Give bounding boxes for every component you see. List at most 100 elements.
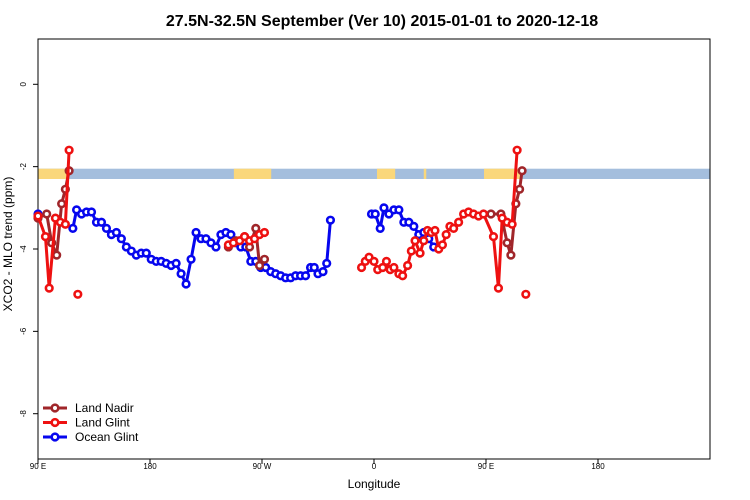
data-point	[378, 262, 388, 273]
data-point	[325, 215, 336, 225]
land-ocean-strip	[38, 168, 710, 179]
data-point	[507, 219, 517, 229]
data-point	[259, 254, 270, 264]
data-point	[191, 227, 201, 238]
data-point	[415, 248, 425, 258]
data-point	[517, 166, 527, 176]
data-point	[381, 256, 392, 266]
series-land-glint	[33, 145, 522, 293]
ocean-strip	[38, 168, 710, 179]
series-ocean-glint	[33, 203, 439, 289]
legend-label: Land Glint	[75, 416, 130, 430]
data-point	[375, 223, 385, 234]
data-point	[437, 240, 448, 250]
x-axis: 90 E 180 90 W 0 90 E 180	[30, 459, 605, 471]
x-tick-label: 180	[143, 462, 157, 471]
legend-label: Land Nadir	[75, 401, 134, 415]
data-point	[186, 254, 196, 264]
data-point	[406, 246, 416, 256]
data-point	[52, 250, 62, 260]
land-strip-segment	[376, 168, 396, 179]
data-point	[254, 260, 265, 271]
data-point	[40, 232, 51, 242]
data-point	[68, 223, 78, 234]
outlier-point	[73, 289, 83, 299]
data-point	[502, 238, 512, 248]
data-point	[64, 145, 74, 155]
data-point	[398, 271, 408, 281]
data-point	[394, 205, 404, 215]
chart-title: 27.5N-32.5N September (Ver 10) 2015-01-0…	[166, 13, 598, 30]
land-strip-segment	[38, 168, 70, 179]
data-point	[514, 184, 525, 194]
data-point	[430, 225, 440, 236]
data-point	[33, 211, 43, 221]
data-point	[44, 283, 54, 293]
data-point	[506, 250, 516, 260]
legend-item: Land Glint	[43, 416, 130, 430]
data-point	[57, 199, 67, 209]
y-tick-label: -2	[19, 163, 28, 171]
data-point	[488, 232, 499, 242]
data-point	[486, 209, 496, 219]
data-point	[111, 227, 121, 238]
data-point	[171, 258, 181, 269]
data-point	[318, 267, 328, 277]
legend-marker	[50, 417, 60, 428]
data-point	[441, 229, 451, 240]
legend-item: Land Nadir	[43, 401, 134, 415]
data-point	[181, 279, 191, 289]
data-point	[369, 256, 379, 266]
y-axis: 0 -2 -4 -6 -8	[19, 82, 38, 418]
data-point	[454, 217, 464, 227]
data-point	[42, 209, 52, 219]
plot-frame	[37, 38, 711, 460]
data-point	[259, 227, 270, 238]
legend-item: Ocean Glint	[43, 430, 139, 444]
series-layer	[33, 145, 531, 299]
land-strip-segment	[423, 168, 427, 179]
legend-marker	[50, 403, 60, 413]
data-point	[356, 262, 367, 273]
data-point	[86, 207, 97, 217]
data-point	[116, 234, 126, 244]
land-strip-segment	[484, 168, 521, 179]
data-point	[410, 236, 420, 246]
data-point	[512, 145, 522, 155]
data-point	[96, 217, 107, 227]
data-point	[379, 203, 389, 213]
y-tick-label: -6	[19, 327, 28, 335]
data-point	[300, 271, 311, 281]
y-axis-label: XCO2 - MLO trend (ppm)	[1, 177, 15, 312]
data-point	[449, 223, 459, 234]
series-line	[71, 208, 332, 286]
x-tick-label: 180	[591, 462, 605, 471]
y-tick-label: -8	[19, 410, 28, 418]
legend-label: Ocean Glint	[75, 430, 139, 444]
data-point	[419, 236, 429, 246]
data-point	[478, 209, 489, 219]
x-axis-label: Longitude	[348, 477, 401, 491]
x-tick-label: 90 E	[30, 462, 46, 471]
data-point	[251, 223, 261, 234]
data-point	[389, 262, 399, 273]
land-strip-segment	[233, 168, 272, 179]
y-tick-label: -4	[19, 245, 28, 253]
data-point	[309, 262, 319, 273]
data-point	[101, 223, 112, 234]
legend-marker	[50, 432, 60, 442]
x-tick-label: 90 W	[253, 462, 272, 471]
x-tick-label: 90 E	[478, 462, 494, 471]
x-tick-label: 0	[372, 462, 377, 471]
data-point	[141, 248, 151, 258]
data-point	[409, 221, 419, 231]
data-point	[322, 258, 332, 269]
y-tick-label: 0	[19, 82, 28, 87]
data-point	[370, 209, 380, 219]
series-land-nadir	[33, 166, 527, 271]
data-point	[493, 283, 504, 293]
data-point	[211, 242, 221, 252]
data-point	[176, 269, 186, 279]
